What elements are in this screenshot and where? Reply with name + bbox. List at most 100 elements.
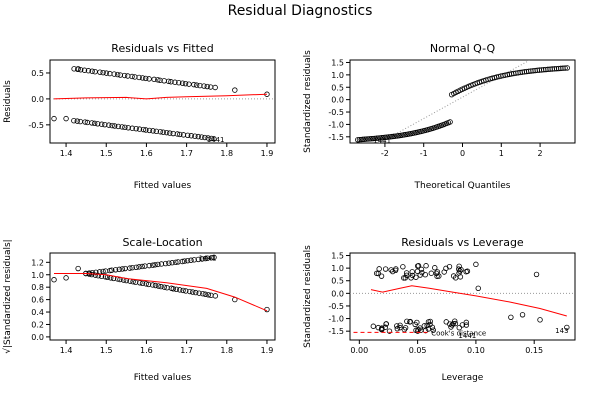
y-tick-label: 0.0 — [31, 95, 44, 104]
panel-title: Residuals vs Fitted — [111, 42, 213, 55]
data-point — [167, 130, 173, 136]
data-point — [459, 322, 466, 328]
x-tick-label: 0.15 — [525, 346, 543, 355]
data-point — [129, 265, 135, 271]
x-tick-label: 2 — [538, 149, 543, 158]
x-axis-label: Theoretical Quantiles — [414, 181, 511, 191]
data-point — [380, 134, 387, 141]
data-point — [63, 275, 69, 281]
data-point — [212, 84, 218, 91]
point-label: 1441 — [458, 332, 476, 340]
data-point — [383, 321, 389, 327]
data-point — [397, 324, 403, 331]
data-point — [106, 122, 112, 128]
data-point — [112, 267, 119, 273]
panel-title: Scale-Location — [122, 236, 202, 249]
data-point — [77, 118, 83, 125]
x-axis-label: Fitted values — [134, 181, 192, 191]
data-point — [375, 135, 381, 141]
data-point — [463, 319, 469, 326]
data-point — [160, 129, 166, 135]
y-tick-label: 0.5 — [31, 69, 44, 78]
data-point — [508, 314, 514, 321]
point-label: 1441 — [207, 136, 225, 144]
data-point — [133, 264, 139, 270]
data-point — [358, 136, 364, 143]
x-tick-label: 1.6 — [140, 346, 153, 355]
data-point — [403, 270, 410, 276]
plot-area: 1441 — [51, 254, 270, 313]
x-tick-label: 1 — [499, 149, 504, 158]
y-tick-label: 1.2 — [31, 258, 44, 267]
data-point — [115, 123, 121, 130]
data-point — [456, 263, 462, 269]
data-point — [157, 129, 164, 135]
data-point — [166, 260, 172, 266]
panel-title: Normal Q-Q — [430, 42, 496, 55]
data-point — [191, 81, 197, 88]
data-point — [114, 71, 121, 78]
data-point — [177, 131, 183, 138]
data-point — [475, 285, 481, 292]
y-axis-label: Residuals — [3, 80, 13, 123]
data-point — [400, 264, 406, 270]
data-point — [537, 317, 543, 323]
data-point — [463, 322, 470, 328]
data-point — [361, 136, 368, 142]
y-axis-label: Standardized residuals — [303, 245, 313, 348]
x-tick-label: 0.00 — [350, 346, 368, 355]
data-point — [447, 119, 453, 125]
data-point — [75, 66, 81, 72]
data-point — [133, 125, 139, 132]
data-point — [142, 263, 148, 269]
data-point — [121, 72, 128, 79]
data-point — [370, 323, 377, 329]
x-tick-label: 1.5 — [100, 346, 113, 355]
y-tick-label: 1.0 — [31, 271, 44, 280]
data-point — [92, 272, 99, 278]
data-point — [63, 115, 69, 122]
data-point — [562, 65, 568, 71]
data-point — [127, 265, 133, 271]
data-point — [155, 261, 161, 268]
y-tick-label: 1.5 — [331, 252, 344, 261]
data-point — [82, 119, 88, 125]
cooks-distance-label: Cook's distance — [431, 329, 486, 337]
x-tick-label: 1.6 — [140, 149, 153, 158]
data-point — [424, 322, 430, 329]
y-tick-label: 0.8 — [31, 283, 44, 292]
data-point — [170, 286, 176, 292]
data-point — [519, 312, 526, 318]
data-point — [202, 255, 209, 262]
y-tick-label: 1.0 — [331, 264, 344, 273]
data-point — [74, 118, 80, 124]
data-point — [173, 259, 179, 266]
data-point — [102, 121, 108, 128]
data-point — [452, 275, 459, 281]
data-point — [441, 269, 447, 275]
data-point — [198, 134, 205, 140]
y-tick-label: 0.0 — [331, 289, 344, 298]
data-point — [376, 266, 382, 272]
data-point — [414, 328, 421, 334]
data-point — [187, 288, 193, 295]
data-point — [199, 256, 205, 262]
data-point — [125, 73, 131, 79]
data-point — [182, 80, 189, 87]
y-tick-label: -1.5 — [328, 133, 344, 142]
data-point — [443, 319, 449, 325]
data-point — [89, 120, 95, 126]
data-point — [422, 271, 428, 278]
plot-area: 1441 — [50, 66, 275, 144]
data-point — [165, 78, 172, 84]
data-point — [173, 286, 180, 293]
data-point — [169, 260, 175, 266]
data-point — [164, 284, 170, 291]
data-point — [119, 124, 125, 130]
panel-1: Residuals vs Fitted Fitted values Residual… — [3, 42, 276, 191]
data-point — [155, 283, 162, 289]
x-tick-label: -1 — [420, 149, 428, 158]
x-tick-label: 0 — [460, 149, 465, 158]
y-tick-label: 0.5 — [331, 83, 344, 92]
data-point — [368, 135, 375, 142]
